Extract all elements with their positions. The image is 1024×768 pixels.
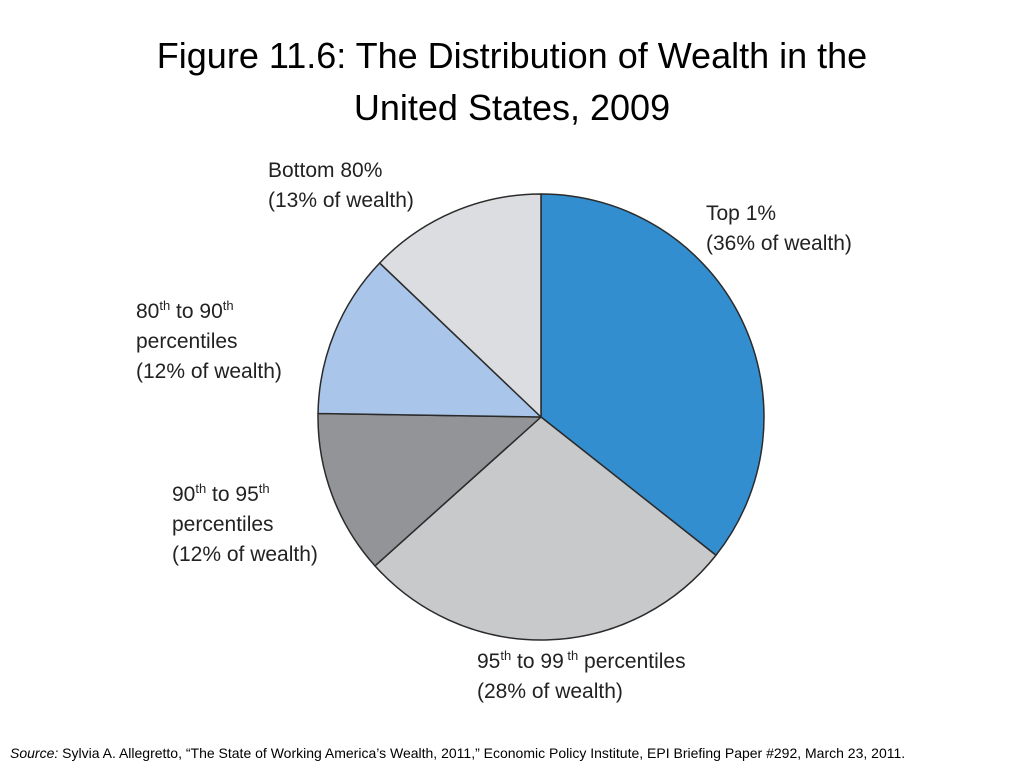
pie-slice-top-1 bbox=[540, 193, 765, 557]
slice-label-segment: percentiles bbox=[172, 513, 274, 536]
slice-label-segment: th bbox=[159, 298, 170, 313]
slice-label-segment: to 95 bbox=[206, 483, 259, 506]
pie-slice-80-90 bbox=[317, 262, 542, 418]
slice-label-segment: Top 1% bbox=[706, 202, 776, 225]
slice-label-segment: (36% of wealth) bbox=[706, 232, 852, 255]
pie-slice-bottom-80 bbox=[378, 193, 542, 418]
slice-label-segment: (28% of wealth) bbox=[477, 680, 623, 703]
slice-label-segment: Bottom 80% bbox=[268, 159, 382, 182]
pie-slice-95-99 bbox=[374, 416, 717, 641]
slice-label-segment: to 99 bbox=[511, 650, 564, 673]
slice-label-top-1: Top 1% (36% of wealth) bbox=[706, 202, 852, 255]
slice-label-90-95: 90th to 95th percentiles (12% of wealth) bbox=[172, 481, 318, 566]
slice-label-segment: th bbox=[195, 481, 206, 496]
slice-label-bottom-80: Bottom 80% (13% of wealth) bbox=[268, 159, 414, 212]
pie-labels: Top 1% (36% of wealth)95th to 99 th perce… bbox=[136, 159, 852, 703]
slice-label-95-99: 95th to 99 th percentiles (28% of wealth) bbox=[477, 648, 686, 703]
chart-title: Figure 11.6: The Distribution of Wealth … bbox=[40, 30, 984, 134]
chart-title-line-1: Figure 11.6: The Distribution of Wealth … bbox=[156, 35, 868, 76]
slice-label-segment: (13% of wealth) bbox=[268, 189, 414, 212]
source-citation: Source: Sylvia A. Allegretto, “The State… bbox=[10, 745, 905, 761]
slice-label-segment: th bbox=[223, 298, 234, 313]
pie-chart: Top 1% (36% of wealth)95th to 99 th perce… bbox=[136, 159, 852, 703]
source-prefix: Source: bbox=[10, 745, 59, 761]
slice-label-segment: percentiles bbox=[136, 330, 238, 353]
slice-label-segment: to 90 bbox=[170, 300, 223, 323]
slice-label-80-90: 80th to 90th percentiles (12% of wealth) bbox=[136, 298, 282, 383]
slice-label-segment: 95 bbox=[477, 650, 500, 673]
slice-label-segment: (12% of wealth) bbox=[172, 543, 318, 566]
slice-label-segment: 90 bbox=[172, 483, 195, 506]
source-text: Sylvia A. Allegretto, “The State of Work… bbox=[58, 745, 906, 761]
slice-label-segment: 80 bbox=[136, 300, 159, 323]
slice-label-segment: th bbox=[500, 648, 511, 663]
pie-slices bbox=[317, 193, 765, 641]
chart-title-line-2: United States, 2009 bbox=[353, 87, 671, 128]
slice-label-segment: (12% of wealth) bbox=[136, 360, 282, 383]
slice-label-segment: th bbox=[259, 481, 270, 496]
slice-label-segment: percentiles bbox=[578, 650, 685, 673]
slice-label-segment: th bbox=[564, 648, 578, 663]
pie-slice-90-95 bbox=[317, 412, 542, 567]
